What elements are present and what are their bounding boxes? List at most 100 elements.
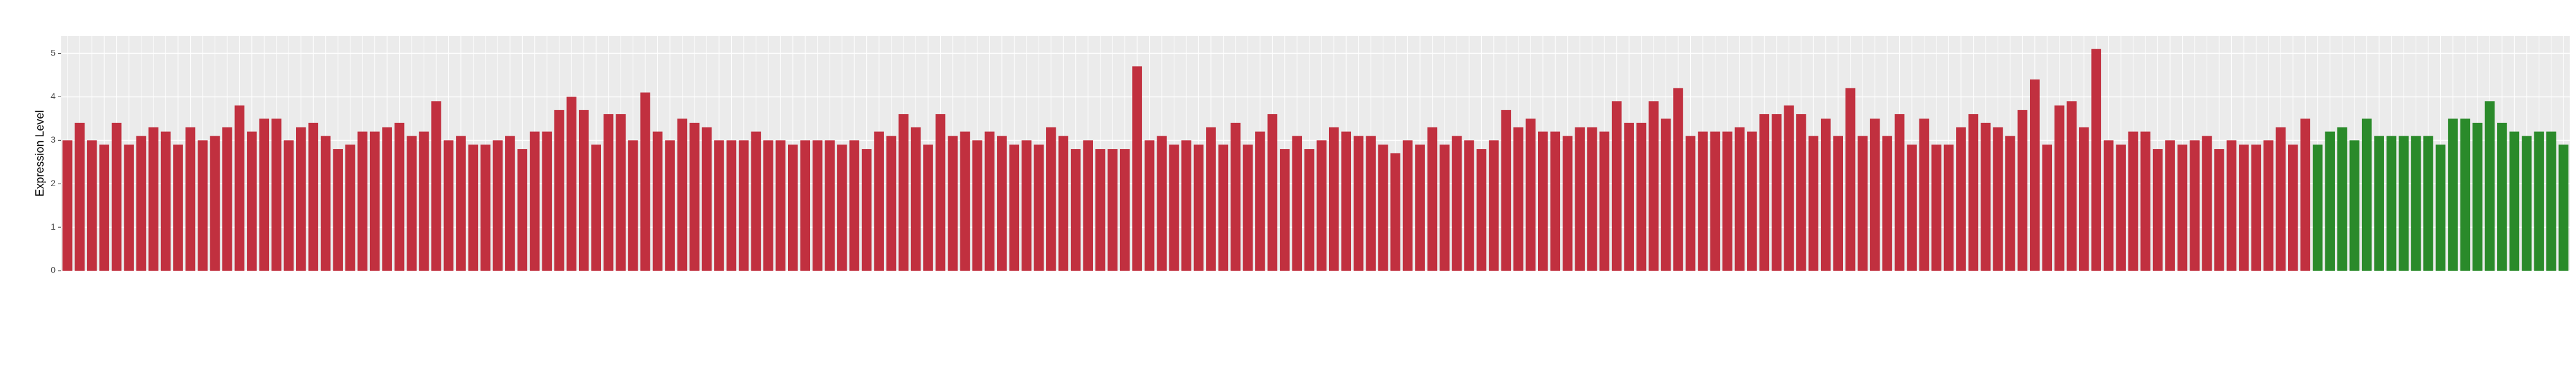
bar: [1845, 88, 1856, 271]
bar: [2435, 145, 2446, 271]
bar: [2534, 131, 2544, 271]
bar: [800, 140, 811, 271]
bar: [2140, 131, 2150, 271]
bar: [357, 131, 367, 271]
bar: [1772, 114, 1782, 271]
bar: [295, 127, 306, 271]
bar: [1280, 149, 1290, 271]
bar: [247, 131, 257, 271]
bar: [1759, 114, 1770, 271]
bar: [1132, 66, 1142, 271]
bar: [407, 136, 417, 271]
bar: [1022, 140, 1032, 271]
bar: [566, 97, 577, 271]
bar: [2546, 131, 2556, 271]
bar: [1796, 114, 1806, 271]
bar: [234, 105, 245, 271]
bar: [2497, 122, 2507, 271]
bar: [751, 131, 761, 271]
y-tick-label: 1: [51, 221, 56, 232]
bar: [185, 127, 196, 271]
bar: [788, 145, 798, 271]
bar: [591, 145, 601, 271]
bar: [111, 122, 122, 271]
bar: [1501, 110, 1512, 271]
bar: [1452, 136, 1462, 271]
bar: [1882, 136, 1892, 271]
bar: [124, 145, 134, 271]
bar: [726, 140, 737, 271]
bar: [1907, 145, 1917, 271]
bar: [689, 122, 700, 271]
bar: [2030, 79, 2040, 271]
bar: [677, 118, 688, 271]
bar: [1919, 118, 1929, 271]
bar: [1820, 118, 1831, 271]
bar: [1157, 136, 1167, 271]
bar: [443, 140, 454, 271]
bar: [75, 122, 85, 271]
bar: [1243, 145, 1253, 271]
bar: [1034, 145, 1044, 271]
bar: [1070, 149, 1081, 271]
bar: [1144, 140, 1155, 271]
bar: [2448, 118, 2458, 271]
bar: [2460, 118, 2471, 271]
bar: [1353, 136, 1364, 271]
bar: [160, 131, 171, 271]
bar: [2054, 105, 2065, 271]
bar: [1993, 127, 2003, 271]
bar: [1981, 122, 1991, 271]
bar: [1046, 127, 1056, 271]
bar: [1341, 131, 1351, 271]
bar: [480, 145, 491, 271]
bar: [1218, 145, 1229, 271]
bar: [2325, 131, 2335, 271]
bar: [1402, 140, 1413, 271]
bar: [1095, 149, 1106, 271]
bar: [2558, 145, 2569, 271]
bar: [2399, 136, 2409, 271]
bar: [1206, 127, 1216, 271]
bar: [1562, 136, 1573, 271]
bar: [308, 122, 319, 271]
bar: [1083, 140, 1093, 271]
bar: [1525, 118, 1536, 271]
bar: [2361, 118, 2372, 271]
bar: [1575, 127, 1585, 271]
bar: [812, 140, 823, 271]
bar: [1193, 145, 1204, 271]
bar: [2300, 118, 2311, 271]
bar: [2214, 149, 2224, 271]
bar: [2423, 136, 2433, 271]
bar: [136, 136, 146, 271]
bar: [739, 140, 749, 271]
bar: [2190, 140, 2200, 271]
bar: [1328, 127, 1339, 271]
bar: [1747, 131, 1757, 271]
bar: [1808, 136, 1819, 271]
bar: [628, 140, 638, 271]
y-tick-label: 3: [51, 134, 56, 145]
bar: [2374, 136, 2384, 271]
bar: [861, 149, 872, 271]
bar: [1440, 145, 1450, 271]
bar: [2411, 136, 2421, 271]
y-axis-title: Expression Level: [33, 110, 46, 196]
bar: [1058, 136, 1069, 271]
bars: [62, 49, 2569, 271]
bar: [948, 136, 958, 271]
bar: [2177, 145, 2188, 271]
bar: [2165, 140, 2175, 271]
bar: [1624, 122, 1634, 271]
bar: [1181, 140, 1191, 271]
bar: [320, 136, 331, 271]
bar: [99, 145, 109, 271]
bar: [2152, 149, 2163, 271]
bar: [1513, 127, 1524, 271]
bar: [456, 136, 466, 271]
bar: [382, 127, 392, 271]
bar: [271, 118, 282, 271]
bar: [923, 145, 933, 271]
